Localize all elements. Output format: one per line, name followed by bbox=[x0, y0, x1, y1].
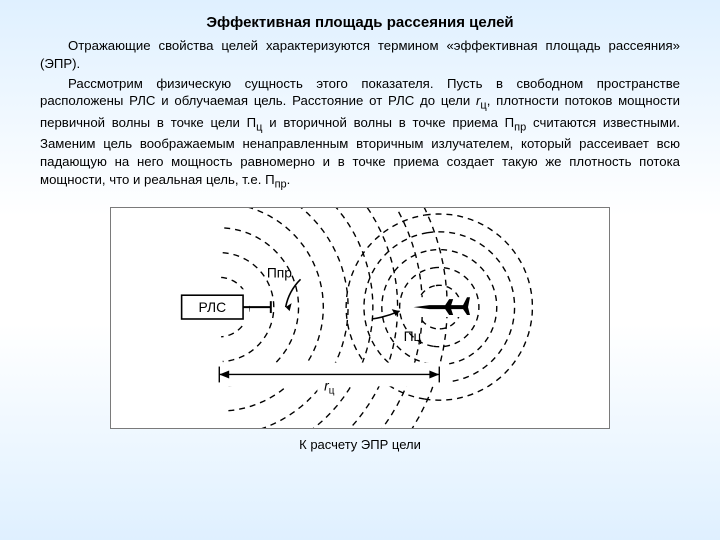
page-title: Эффективная площадь рассеяния целей bbox=[40, 14, 680, 31]
figure-container: РЛСПпрПцrц bbox=[110, 207, 610, 429]
slide-root: Эффективная площадь рассеяния целей Отра… bbox=[0, 0, 720, 540]
paragraph-2: Рассмотрим физическую сущность этого пок… bbox=[40, 75, 680, 193]
rcs-diagram: РЛСПпрПцrц bbox=[111, 208, 609, 428]
svg-text:Пц: Пц bbox=[404, 327, 422, 343]
paragraph-1: Отражающие свойства целей характеризуютс… bbox=[40, 37, 680, 73]
svg-text:Ппр: Ппр bbox=[267, 264, 292, 280]
svg-text:РЛС: РЛС bbox=[199, 299, 227, 315]
p2-part-d-sub: пр bbox=[275, 179, 287, 191]
p2-part-c: и вторичной волны в точке приема П bbox=[262, 115, 514, 130]
figure-caption: К расчету ЭПР цели bbox=[40, 437, 680, 452]
p2-part-e: . bbox=[287, 172, 291, 187]
p2-part-c-sub: пр bbox=[514, 122, 526, 134]
